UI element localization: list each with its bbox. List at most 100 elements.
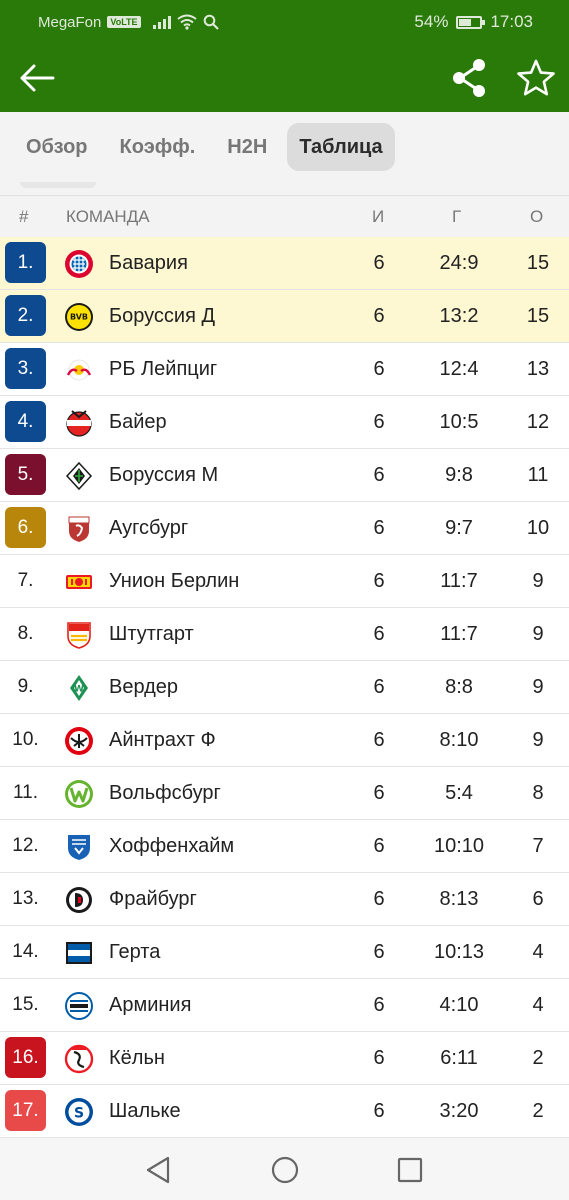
sub-tab-pill[interactable] [20,182,96,188]
position-badge: 8. [17,622,34,644]
header-position: # [19,207,29,226]
points: 9 [532,729,544,751]
points: 4 [532,994,544,1016]
position-badge: 15. [12,993,39,1015]
standings-table: 1. Бавария 6 24:9 15 2. BVB Боруссия Д 6… [0,237,569,1138]
table-row[interactable]: 17. S Шальке 6 3:20 2 [0,1085,569,1138]
carrier-name: MegaFon [38,13,102,31]
table-row[interactable]: 8. Штутгарт 6 11:7 9 [0,608,569,661]
augsburg-crest-icon [68,516,90,542]
goals-ratio: 11:7 [440,623,478,645]
union-berlin-crest-icon [66,575,92,589]
games-played: 6 [373,1047,385,1069]
points: 4 [532,941,544,963]
points: 12 [526,411,550,433]
games-played: 6 [373,623,385,645]
share-icon[interactable] [450,58,488,98]
table-row[interactable]: 1. Бавария 6 24:9 15 [0,237,569,290]
hertha-crest-icon [66,942,92,964]
tab-overview[interactable]: Обзор [26,135,88,158]
table-row[interactable]: 2. BVB Боруссия Д 6 13:2 15 [0,290,569,343]
goals-ratio: 9:7 [445,517,473,539]
team-name: Вердер [109,676,179,698]
table-row[interactable]: 7. Унион Берлин 6 11:7 9 [0,555,569,608]
goals-ratio: 9:8 [445,464,473,486]
points: 9 [532,676,544,698]
table-row[interactable]: 11. Вольфсбург 6 5:4 8 [0,767,569,820]
goals-ratio: 5:4 [445,782,473,804]
position-badge: 14. [12,940,39,962]
position-badge: 11. [12,781,38,803]
points: 11 [527,464,549,486]
position-badge: 1. [5,242,46,283]
table-row[interactable]: 9. W Вердер 6 8:8 9 [0,661,569,714]
gladbach-crest-icon [65,461,93,491]
arminia-crest-icon [65,992,93,1020]
team-name: Байер [109,411,167,433]
team-name: Арминия [109,994,192,1016]
goals-ratio: 8:10 [439,729,479,751]
team-name: Аугсбург [109,517,189,539]
search-icon [203,14,219,30]
werder-crest-icon: W [70,675,88,701]
status-right: 54% 17:03 [414,12,533,32]
position-badge: 9. [17,675,34,697]
position-badge: 6. [5,507,46,548]
tab-h2h[interactable]: H2H [227,135,268,158]
games-played: 6 [373,570,385,592]
goals-ratio: 8:8 [445,676,473,698]
tab-odds[interactable]: Коэфф. [119,135,196,158]
nav-home-icon[interactable] [270,1155,300,1185]
goals-ratio: 24:9 [439,252,479,274]
stuttgart-crest-icon [67,622,91,649]
points: 10 [526,517,550,539]
schalke-crest-icon: S [65,1098,93,1126]
games-played: 6 [373,464,385,486]
table-row[interactable]: 15. Арминия 6 4:10 4 [0,979,569,1032]
header-goals: Г [452,207,462,226]
games-played: 6 [373,782,385,804]
position-badge: 17. [5,1090,46,1131]
games-played: 6 [373,358,385,380]
table-row[interactable]: 5. Боруссия М 6 9:8 11 [0,449,569,502]
team-name: Хоффенхайм [109,835,235,857]
games-played: 6 [373,729,385,751]
position-badge: 2. [5,295,46,336]
wifi-icon [176,14,197,30]
svg-text:W: W [74,685,84,695]
bayern-crest-icon [65,250,93,278]
table-row[interactable]: 4. Байер 6 10:5 12 [0,396,569,449]
table-row[interactable]: 14. Герта 6 10:13 4 [0,926,569,979]
table-row[interactable]: 16. Кёльн 6 6:11 2 [0,1032,569,1085]
nav-recent-icon[interactable] [397,1157,423,1183]
frankfurt-crest-icon [65,727,93,755]
position-badge: 12. [12,834,39,856]
clock: 17:03 [490,12,533,31]
table-row[interactable]: 6. Аугсбург 6 9:7 10 [0,502,569,555]
nav-back-icon[interactable] [144,1155,172,1185]
team-name: Вольфсбург [109,782,221,804]
header-played: И [372,207,385,226]
table-row[interactable]: 12. Хоффенхайм 6 10:10 7 [0,820,569,873]
position-badge: 4. [5,401,46,442]
tab-table[interactable]: Таблица [287,123,395,171]
table-row[interactable]: 10. Айнтрахт Ф 6 8:10 9 [0,714,569,767]
games-played: 6 [373,252,385,274]
battery-percent: 54% [414,12,449,31]
star-outline-icon[interactable] [516,58,556,98]
koln-crest-icon [64,1044,94,1074]
svg-text:BVB: BVB [70,313,88,322]
status-bar: MegaFon VoLTE 54% 17:03 [0,0,569,44]
table-row[interactable]: 13. Фрайбург 6 8:13 6 [0,873,569,926]
points: 9 [532,570,544,592]
position-badge: 16. [5,1037,46,1078]
goals-ratio: 10:5 [439,411,479,433]
position-badge: 10. [12,728,39,750]
games-played: 6 [373,305,385,327]
position-badge: 5. [5,454,46,495]
points: 7 [532,835,544,857]
position-badge: 3. [5,348,46,389]
table-row[interactable]: 3. РБ Лейпциг 6 12:4 13 [0,343,569,396]
games-played: 6 [373,835,385,857]
arrow-left-icon[interactable] [18,60,56,96]
